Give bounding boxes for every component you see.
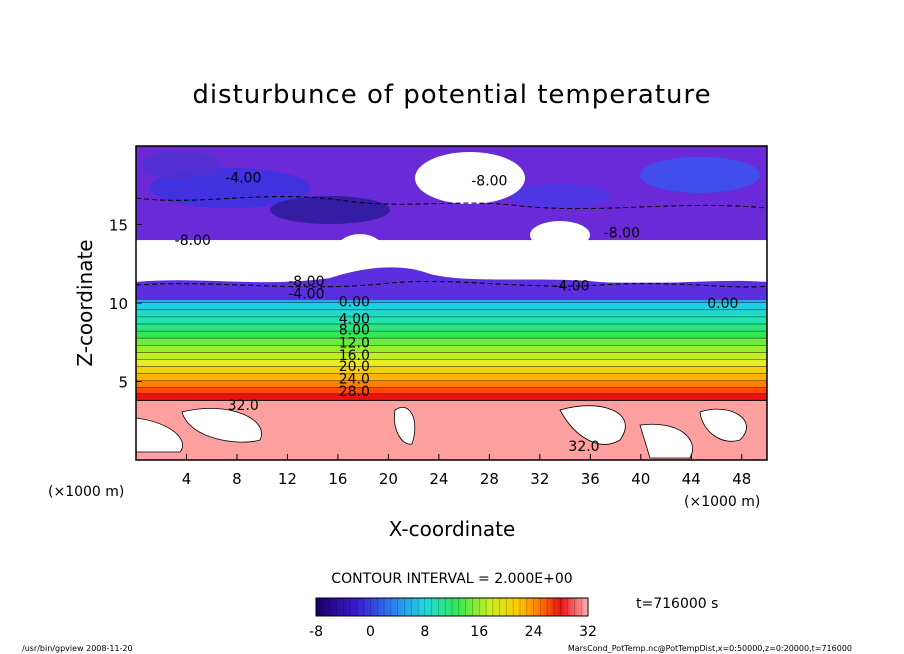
contour-band-10	[136, 352, 767, 361]
white-pocket-2	[394, 407, 416, 445]
contour-label: -4.00	[225, 170, 261, 186]
x-axis-label: X-coordinate	[389, 517, 516, 541]
contour-band-16	[136, 394, 767, 401]
contour-interval-text: CONTOUR INTERVAL = 2.000E+00	[331, 571, 572, 587]
contour-label: -4.00	[288, 287, 324, 303]
contour-label: 0.00	[339, 294, 370, 310]
white-patch-1	[335, 234, 385, 270]
contour-label: 12.0	[339, 335, 370, 351]
x-tick-label: 20	[379, 470, 398, 488]
contour-label: 20.0	[339, 359, 370, 375]
contour-label: -8.00	[288, 274, 324, 290]
white-pocket-5	[699, 408, 747, 442]
x-unit-right: (×1000 m)	[684, 494, 760, 510]
contour-band-15	[136, 387, 767, 395]
contour-band-14	[136, 380, 767, 389]
contour-band-5	[136, 317, 767, 325]
chart-title: disturbunce of potential temperature	[192, 80, 711, 110]
footer-left: /usr/bin/gpview 2008-11-20	[22, 644, 133, 653]
dashed-contour-upper	[136, 196, 767, 210]
y-tick-label: 5	[118, 374, 128, 392]
x-tick-label: 32	[530, 470, 549, 488]
contour-label: 0.00	[707, 296, 738, 312]
contour-label: 32.0	[228, 398, 259, 414]
y-tick-label: 15	[109, 217, 128, 235]
contour-label: -8.00	[604, 225, 640, 241]
x-tick-label: 28	[480, 470, 499, 488]
footer-right: MarsCond_PotTemp.nc@PotTempDist,x=0:5000…	[568, 644, 852, 653]
time-label: t=716000 s	[636, 596, 718, 612]
white-patch-0	[415, 152, 525, 204]
white-patch-2	[530, 221, 590, 249]
contour-band-11	[136, 359, 767, 368]
x-unit-left: (×1000 m)	[48, 484, 124, 500]
white-pocket-0	[136, 417, 183, 453]
contour-label: 28.0	[339, 384, 370, 400]
contour-label: -4.00	[553, 279, 589, 295]
white-pocket-1	[181, 408, 262, 443]
white-pocket-4	[639, 423, 693, 459]
contour-band-9	[136, 345, 767, 354]
contour-band-3	[136, 303, 767, 311]
x-tick-label: 4	[182, 470, 192, 488]
negative-blob-3	[270, 196, 390, 224]
contour-label: 4.00	[339, 312, 370, 328]
white-pocket-3	[559, 405, 626, 445]
contour-label: 8.00	[339, 323, 370, 339]
x-tick-label: 40	[631, 470, 650, 488]
colorbar-tick-label: -8	[309, 624, 323, 640]
contour-band-8	[136, 338, 767, 346]
negative-blob-2	[510, 184, 610, 208]
contour-band-7	[136, 331, 767, 339]
contour-label: -8.00	[175, 233, 211, 249]
colorbar-tick-label: 32	[579, 624, 597, 640]
colorbar-tick-label: 8	[420, 624, 429, 640]
x-tick-label: 44	[682, 470, 701, 488]
contour-band-12	[136, 366, 767, 375]
x-tick-label: 16	[328, 470, 347, 488]
negative-blob-4	[140, 151, 220, 179]
colorbar	[315, 597, 589, 617]
x-tick-label: 12	[278, 470, 297, 488]
colorbar-tick-label: 16	[470, 624, 488, 640]
plot-area	[136, 146, 767, 460]
colorbar-tick-label: 0	[366, 624, 375, 640]
colorbar-tick-label: 24	[525, 624, 543, 640]
y-axis-label: Z-coordinate	[73, 239, 97, 366]
x-tick-label: 8	[232, 470, 242, 488]
white-gap-region	[136, 240, 767, 283]
negative-blob-1	[640, 157, 760, 193]
lower-negative-fringe	[136, 267, 767, 300]
contour-label: 24.0	[339, 371, 370, 387]
contour-label: 32.0	[568, 439, 599, 455]
contour-label: -8.00	[471, 174, 507, 190]
colorbar-stripes	[322, 598, 582, 616]
dashed-contour	[136, 281, 767, 288]
contour-label: 16.0	[339, 348, 370, 364]
y-tick-label: 10	[109, 295, 128, 313]
contour-band-4	[136, 310, 767, 318]
contour-band-13	[136, 373, 767, 382]
x-tick-label: 36	[581, 470, 600, 488]
x-tick-label: 24	[429, 470, 448, 488]
contour-band-6	[136, 324, 767, 332]
x-tick-label: 48	[732, 470, 751, 488]
